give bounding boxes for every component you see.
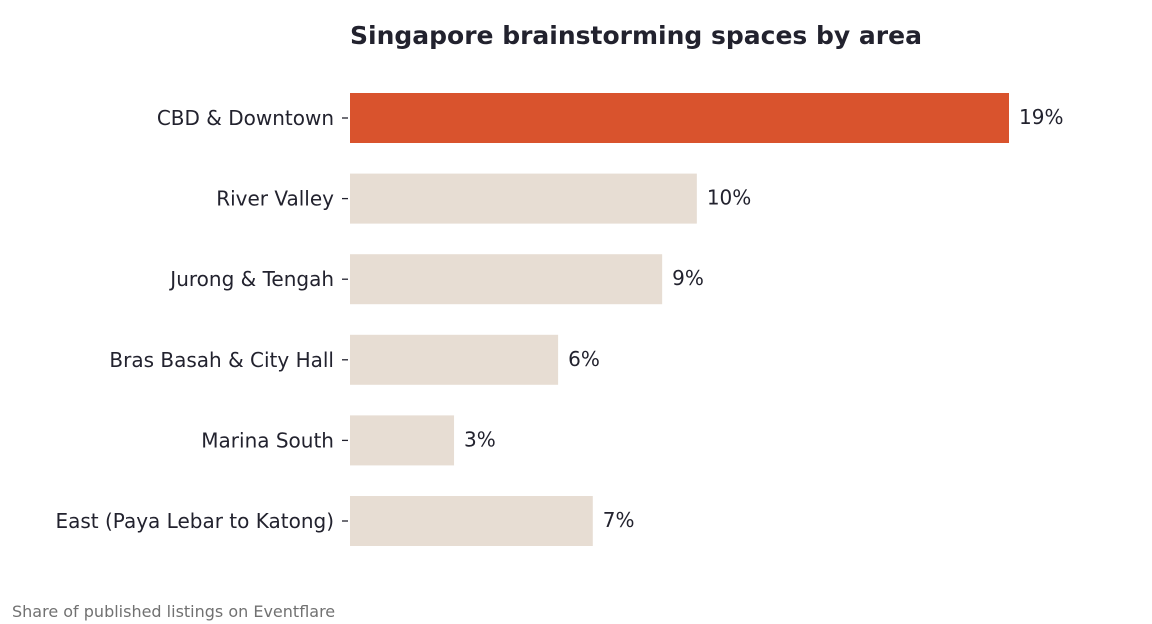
category-label-cbd-and-downtown: CBD & Downtown xyxy=(157,106,334,130)
value-label-east-paya-lebar-to-katong: 7% xyxy=(603,508,635,532)
category-label-marina-south: Marina South xyxy=(201,428,334,452)
category-label-bras-basah-and-city-hall: Bras Basah & City Hall xyxy=(109,348,334,372)
bar-marina-south xyxy=(350,415,455,466)
value-label-marina-south: 3% xyxy=(464,427,496,451)
bar-bras-basah-and-city-hall xyxy=(350,334,559,385)
bar-east-paya-lebar-to-katong xyxy=(350,496,593,546)
category-label-east-paya-lebar-to-katong: East (Paya Lebar to Katong) xyxy=(55,509,334,533)
chart-footnote: Share of published listings on Eventflar… xyxy=(12,602,336,621)
value-label-jurong-and-tengah: 9% xyxy=(672,266,704,290)
value-label-river-valley: 10% xyxy=(707,186,751,210)
bar-jurong-and-tengah xyxy=(350,254,663,305)
bar-river-valley xyxy=(350,173,697,224)
value-label-cbd-and-downtown: 19% xyxy=(1019,105,1063,129)
bar-cbd-and-downtown xyxy=(350,93,1009,143)
bars-group: CBD & Downtown 19% River Valley 10% Jurong &… xyxy=(55,93,1063,546)
category-label-jurong-and-tengah: Jurong & Tengah xyxy=(168,267,334,291)
category-label-river-valley: River Valley xyxy=(216,187,334,211)
value-label-bras-basah-and-city-hall: 6% xyxy=(568,347,600,371)
chart-title: Singapore brainstorming spaces by area xyxy=(350,21,922,50)
